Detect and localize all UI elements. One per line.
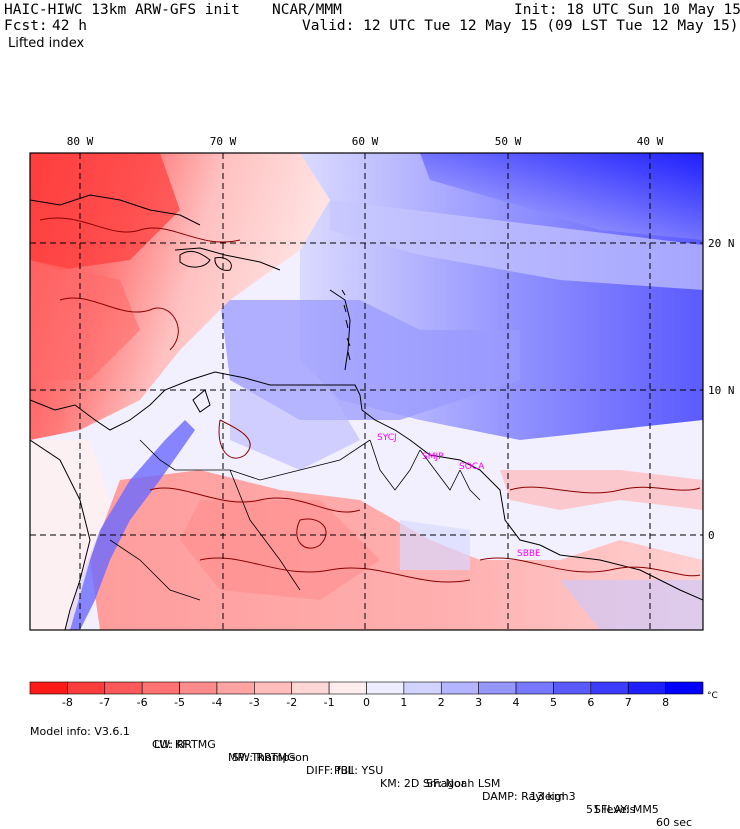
init-time: Init: 18 UTC Sun 10 May 15 <box>514 2 740 18</box>
damping: DAMP: Rayleigh3 <box>482 790 576 803</box>
diffusion: DIFF: full <box>306 764 354 777</box>
station-label: SYCJ <box>377 433 397 443</box>
colorbar-tick-label: 7 <box>625 696 632 709</box>
lon-label: 80 W <box>67 135 94 148</box>
colorbar-swatch <box>515 681 554 695</box>
colorbar-swatch <box>627 681 666 695</box>
colorbar-tick-label: 6 <box>587 696 594 709</box>
colorbar-swatch <box>104 681 143 695</box>
colorbar-tick-label: 3 <box>475 696 482 709</box>
colorbar-swatch <box>440 681 479 695</box>
map-field <box>30 153 703 630</box>
colorbar-swatch <box>328 681 367 695</box>
lat-label: 20 N <box>708 237 735 250</box>
colorbar-swatch <box>665 681 704 695</box>
longitude-labels: 80 W 70 W 60 W 50 W 40 W <box>67 135 664 148</box>
colorbar-swatch <box>29 681 68 695</box>
colorbar-tick-label: -5 <box>174 696 185 709</box>
colorbar-tick-label: 8 <box>662 696 669 709</box>
colorbar-tick-label: -3 <box>249 696 260 709</box>
colorbar-tick-label: -7 <box>99 696 110 709</box>
colorbar-tick-label: -4 <box>211 696 222 709</box>
model-version: Model info: V3.6.1 <box>30 725 130 738</box>
model-info-line-2: LW: RRTMG SW: RRTMG DIFF: full KM: 2D Sm… <box>30 725 740 816</box>
lifted-index-map: 80 W 70 W 60 W 50 W 40 W 20 N 10 N 0 SYC… <box>29 135 735 709</box>
lat-label: 10 N <box>708 384 735 397</box>
forecast-hour: 42 h <box>52 18 87 34</box>
colorbar-tick-label: -6 <box>137 696 148 709</box>
station-label: SOCA <box>459 462 485 472</box>
colorbar-swatch <box>291 681 330 695</box>
colorbar-tick-label: 5 <box>550 696 557 709</box>
km-option: KM: 2D Smagor <box>380 777 466 790</box>
organization: NCAR/MMM <box>272 2 342 18</box>
field-name: Lifted index <box>8 36 85 51</box>
colorbar-swatch <box>254 681 293 695</box>
colorbar-swatch <box>366 681 405 695</box>
colorbar-swatch <box>141 681 180 695</box>
colorbar-tick-label: 2 <box>438 696 445 709</box>
colorbar-swatch <box>590 681 629 695</box>
colorbar-swatch <box>553 681 592 695</box>
station-label: SBBE <box>517 549 541 559</box>
colorbar-swatch <box>216 681 255 695</box>
timestep: 60 sec <box>656 816 693 829</box>
colorbar-tick-label: -2 <box>286 696 297 709</box>
colorbar-swatch <box>478 681 517 695</box>
forecast-label: Fcst: <box>4 18 48 34</box>
lat-lon-grid <box>30 153 703 630</box>
colorbar-tick-label: 1 <box>400 696 407 709</box>
surface-layer: SFLAY: MM5 <box>594 803 659 816</box>
contour-lines <box>39 217 701 583</box>
coastlines <box>30 194 703 630</box>
colorbar: -8 -7 -6 -5 -4 -3 -2 -1 0 1 2 3 4 5 6 7 8 °C <box>29 681 718 709</box>
station-label: SMJP <box>422 452 444 462</box>
lat-label: 0 <box>708 529 715 542</box>
colorbar-swatch <box>179 681 218 695</box>
lon-label: 70 W <box>210 135 237 148</box>
model-title: HAIC-HIWC 13km ARW-GFS init <box>4 2 240 18</box>
colorbar-swatch <box>403 681 442 695</box>
station-labels: SYCJ SMJP SOCA SBBE <box>377 433 541 559</box>
lon-label: 60 W <box>352 135 379 148</box>
latitude-labels: 20 N 10 N 0 <box>708 237 735 542</box>
lon-label: 50 W <box>495 135 522 148</box>
valid-time: Valid: 12 UTC Tue 12 May 15 (09 LST Tue … <box>302 18 739 34</box>
colorbar-swatch <box>67 681 106 695</box>
shortwave-scheme: SW: RRTMG <box>232 751 296 764</box>
colorbar-tick-label: -8 <box>62 696 73 709</box>
map-frame <box>29 152 704 631</box>
colorbar-tick-label: 4 <box>513 696 520 709</box>
country-borders <box>109 439 481 601</box>
lon-label: 40 W <box>637 135 664 148</box>
colorbar-unit: °C <box>707 691 718 701</box>
colorbar-tick-label: 0 <box>363 696 370 709</box>
colorbar-tick-label: -1 <box>324 696 335 709</box>
